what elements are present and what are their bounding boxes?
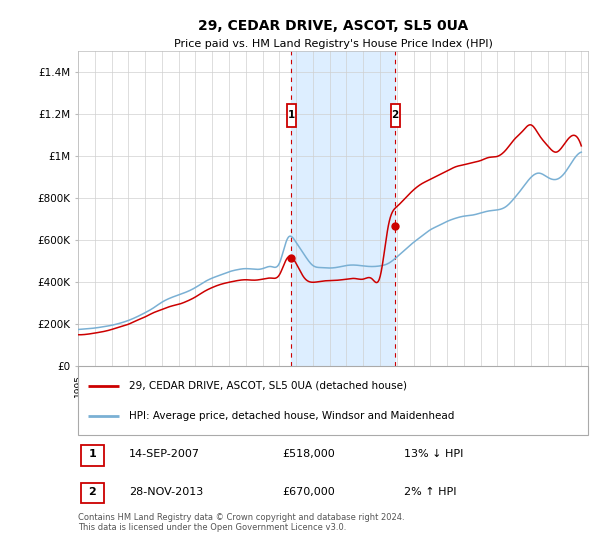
Bar bbox=[291, 52, 395, 366]
Text: HPI: Average price, detached house, Windsor and Maidenhead: HPI: Average price, detached house, Wind… bbox=[129, 411, 454, 421]
Text: 14-SEP-2007: 14-SEP-2007 bbox=[129, 449, 200, 459]
Text: 29, CEDAR DRIVE, ASCOT, SL5 0UA (detached house): 29, CEDAR DRIVE, ASCOT, SL5 0UA (detache… bbox=[129, 381, 407, 391]
Text: 28-NOV-2013: 28-NOV-2013 bbox=[129, 487, 203, 497]
Text: 13% ↓ HPI: 13% ↓ HPI bbox=[404, 449, 464, 459]
Text: 29, CEDAR DRIVE, ASCOT, SL5 0UA: 29, CEDAR DRIVE, ASCOT, SL5 0UA bbox=[198, 19, 468, 33]
Text: 2: 2 bbox=[392, 110, 399, 120]
Text: £518,000: £518,000 bbox=[282, 449, 335, 459]
Bar bbox=[391, 104, 400, 127]
Text: £670,000: £670,000 bbox=[282, 487, 335, 497]
Bar bbox=[287, 104, 296, 127]
Text: 1: 1 bbox=[88, 449, 96, 459]
Text: 2% ↑ HPI: 2% ↑ HPI bbox=[404, 487, 457, 497]
Bar bbox=[80, 483, 104, 503]
Bar bbox=[80, 445, 104, 466]
Text: Contains HM Land Registry data © Crown copyright and database right 2024.
This d: Contains HM Land Registry data © Crown c… bbox=[78, 513, 404, 533]
Text: 1: 1 bbox=[287, 110, 295, 120]
Text: 2: 2 bbox=[88, 487, 96, 497]
Text: Price paid vs. HM Land Registry's House Price Index (HPI): Price paid vs. HM Land Registry's House … bbox=[173, 39, 493, 49]
